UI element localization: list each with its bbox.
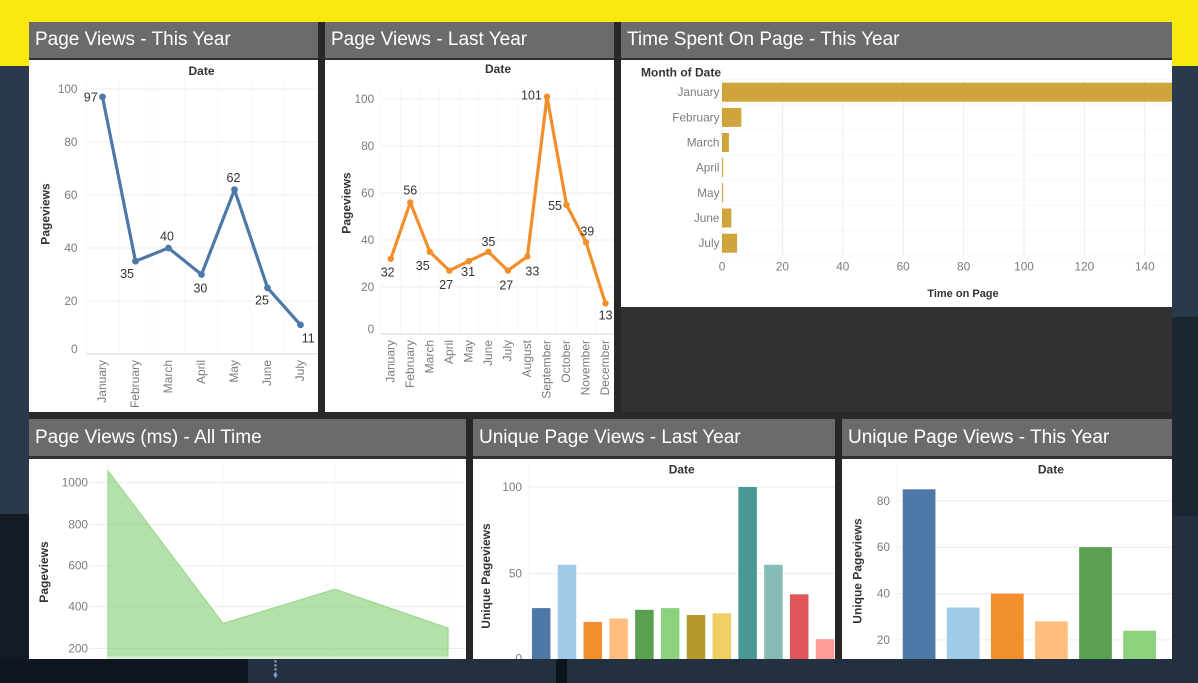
svg-text:Time on Page: Time on Page xyxy=(927,288,998,300)
svg-text:39: 39 xyxy=(580,224,594,238)
svg-text:Date: Date xyxy=(485,62,511,76)
svg-text:100: 100 xyxy=(355,92,375,106)
svg-text:0: 0 xyxy=(368,322,375,336)
svg-text:40: 40 xyxy=(64,241,78,255)
svg-text:13: 13 xyxy=(599,308,613,322)
svg-text:25: 25 xyxy=(255,293,269,307)
svg-text:Unique Pageviews: Unique Pageviews xyxy=(479,523,493,629)
svg-text:31: 31 xyxy=(461,265,475,279)
svg-text:80: 80 xyxy=(957,260,971,274)
svg-text:80: 80 xyxy=(361,139,375,153)
svg-text:400: 400 xyxy=(68,600,88,614)
svg-text:60: 60 xyxy=(877,540,891,554)
svg-text:200: 200 xyxy=(68,642,88,656)
svg-text:April: April xyxy=(442,340,456,364)
svg-text:March: March xyxy=(687,136,720,150)
svg-text:July: July xyxy=(500,340,514,361)
svg-text:100: 100 xyxy=(58,82,78,96)
svg-text:0: 0 xyxy=(71,342,78,356)
svg-text:May: May xyxy=(461,340,475,363)
svg-text:40: 40 xyxy=(160,229,174,243)
svg-text:January: January xyxy=(95,360,109,403)
svg-text:35: 35 xyxy=(416,259,430,273)
svg-text:1000: 1000 xyxy=(62,476,89,490)
svg-text:60: 60 xyxy=(361,186,375,200)
svg-text:January: January xyxy=(678,85,720,99)
svg-text:60: 60 xyxy=(64,188,78,202)
svg-text:March: March xyxy=(161,360,175,393)
svg-text:35: 35 xyxy=(120,267,134,281)
svg-text:July: July xyxy=(293,360,307,381)
svg-text:August: August xyxy=(520,339,534,377)
svg-text:50: 50 xyxy=(509,567,523,581)
svg-text:Date: Date xyxy=(669,462,695,476)
svg-text:Date: Date xyxy=(188,64,214,78)
svg-text:Month of Date: Month of Date xyxy=(641,66,721,80)
svg-text:June: June xyxy=(694,211,720,225)
svg-text:55: 55 xyxy=(548,199,562,213)
svg-text:June: June xyxy=(260,360,274,386)
svg-text:100: 100 xyxy=(502,480,522,494)
svg-text:62: 62 xyxy=(227,171,241,185)
svg-text:20: 20 xyxy=(64,294,78,308)
svg-text:Pageviews: Pageviews xyxy=(39,183,53,245)
svg-text:July: July xyxy=(699,236,720,250)
svg-text:20: 20 xyxy=(361,280,375,294)
svg-text:June: June xyxy=(481,340,495,366)
svg-text:33: 33 xyxy=(525,264,539,278)
svg-text:December: December xyxy=(598,340,612,395)
svg-text:800: 800 xyxy=(68,518,88,532)
svg-text:35: 35 xyxy=(481,235,495,249)
svg-text:May: May xyxy=(697,186,719,200)
svg-text:February: February xyxy=(403,340,417,388)
svg-text:September: September xyxy=(539,340,553,399)
svg-text:20: 20 xyxy=(776,260,790,274)
svg-text:February: February xyxy=(672,110,719,124)
svg-text:80: 80 xyxy=(877,494,891,508)
svg-text:0: 0 xyxy=(515,651,522,659)
svg-text:January: January xyxy=(383,340,397,383)
svg-text:March: March xyxy=(422,340,436,373)
svg-text:600: 600 xyxy=(68,559,88,573)
svg-text:101: 101 xyxy=(521,88,542,102)
svg-text:11: 11 xyxy=(302,331,315,345)
svg-text:February: February xyxy=(128,360,142,408)
svg-text:Date: Date xyxy=(1038,462,1064,476)
svg-text:Unique Pageviews: Unique Pageviews xyxy=(851,518,865,624)
svg-text:20: 20 xyxy=(877,633,891,647)
svg-text:Pageviews: Pageviews xyxy=(37,541,51,603)
svg-text:56: 56 xyxy=(403,184,417,198)
svg-text:40: 40 xyxy=(361,233,375,247)
svg-text:April: April xyxy=(194,360,208,384)
svg-text:40: 40 xyxy=(877,587,891,601)
svg-text:140: 140 xyxy=(1135,260,1155,274)
svg-text:97: 97 xyxy=(84,90,98,104)
svg-text:40: 40 xyxy=(836,260,850,274)
svg-text:27: 27 xyxy=(439,278,453,292)
svg-text:30: 30 xyxy=(193,282,207,296)
svg-text:0: 0 xyxy=(719,260,726,274)
svg-text:October: October xyxy=(559,340,573,383)
svg-text:Pageviews: Pageviews xyxy=(340,172,354,234)
svg-text:May: May xyxy=(227,360,241,383)
svg-text:27: 27 xyxy=(499,278,513,292)
svg-text:100: 100 xyxy=(1014,260,1034,274)
svg-text:120: 120 xyxy=(1075,260,1095,274)
svg-text:32: 32 xyxy=(381,266,395,280)
svg-text:April: April xyxy=(696,161,720,175)
svg-text:November: November xyxy=(579,340,593,395)
svg-text:80: 80 xyxy=(64,135,78,149)
svg-text:60: 60 xyxy=(897,260,911,274)
